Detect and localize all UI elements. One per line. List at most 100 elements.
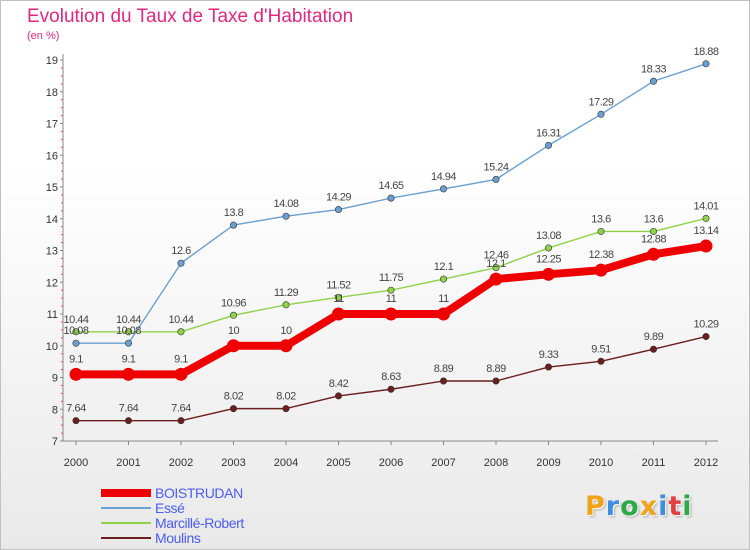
data-point — [544, 244, 552, 252]
data-point — [125, 328, 133, 336]
brand-letter: o — [620, 491, 640, 522]
chart-title: Evolution du Taux de Taxe d'Habitation — [27, 6, 354, 27]
data-point — [122, 367, 135, 381]
legend-label: BOISTRUDAN — [155, 484, 243, 501]
legend: BOISTRUDAN Essé Marcillé-Robert Moulins — [101, 484, 244, 546]
x-tick-label: 2000 — [64, 457, 88, 469]
data-point — [439, 275, 447, 283]
y-tick-label: 19 — [46, 55, 58, 67]
y-tick-label: 12 — [46, 277, 58, 289]
data-point — [334, 392, 342, 400]
legend-swatch — [101, 506, 151, 509]
data-point — [489, 272, 503, 286]
data-point — [387, 385, 395, 393]
y-tick-label: 14 — [46, 214, 58, 226]
y-tick-label: 11 — [47, 309, 58, 321]
y-tick-label: 16 — [46, 150, 58, 162]
data-label: 10.44 — [116, 314, 141, 326]
data-point — [649, 345, 657, 353]
data-label: 14.65 — [378, 180, 403, 192]
data-label: 10 — [280, 325, 292, 337]
data-point — [72, 417, 80, 425]
data-label: 10.08 — [116, 325, 141, 337]
data-point — [177, 259, 185, 267]
data-point — [282, 405, 290, 413]
data-label: 10.44 — [168, 314, 193, 326]
data-point — [125, 417, 133, 425]
legend-swatch — [101, 521, 151, 524]
data-label: 8.02 — [224, 391, 244, 403]
y-tick-label: 13 — [46, 246, 58, 258]
data-label: 12.38 — [588, 249, 613, 261]
data-point — [597, 357, 605, 365]
x-tick-label: 2008 — [484, 457, 508, 469]
brand-letter: i — [658, 491, 669, 522]
data-label: 14.94 — [431, 171, 456, 183]
data-point — [702, 214, 710, 222]
data-point — [174, 367, 188, 381]
data-point — [384, 307, 398, 321]
data-label: 12.25 — [536, 253, 561, 265]
data-point — [387, 194, 395, 202]
data-point — [230, 311, 238, 319]
data-point — [597, 110, 605, 118]
brand-letter: x — [639, 491, 659, 522]
x-tick-label: 2004 — [274, 457, 298, 469]
data-label: 13.08 — [536, 230, 561, 242]
legend-item: Essé — [101, 500, 244, 516]
data-point — [649, 77, 657, 85]
legend-item: Moulins — [101, 529, 244, 546]
y-tick-label: 17 — [46, 119, 58, 131]
brand-letter: P — [585, 491, 606, 522]
y-tick-label: 7 — [52, 436, 58, 448]
data-label: 14.01 — [693, 200, 718, 212]
data-label: 10.08 — [63, 325, 88, 337]
legend-swatch — [101, 488, 151, 497]
data-labels: 7.64 7.64 7.64 8.02 8.02 8.42 8.63 8.89 8.89 9.33… — [63, 46, 719, 415]
legend-label: Moulins — [155, 529, 201, 546]
data-label: 9.1 — [69, 353, 83, 365]
legend-item: BOISTRUDAN — [101, 484, 244, 501]
x-tick-label: 2011 — [642, 457, 666, 469]
data-label: 11.29 — [274, 287, 299, 299]
data-point — [230, 221, 238, 229]
x-tick-label: 2009 — [536, 457, 560, 469]
data-label: 16.31 — [536, 127, 561, 139]
data-label: 10.96 — [221, 297, 246, 309]
data-point — [72, 328, 80, 336]
data-point — [702, 333, 710, 341]
data-label: 10.29 — [693, 319, 718, 331]
legend-label: Marcillé-Robert — [155, 514, 244, 531]
data-point — [492, 264, 500, 272]
data-point — [647, 247, 660, 261]
axes: 7 8 9 10 11 12 13 14 15 16 17 18 19 2000 2001 2002 2003 2… — [46, 54, 718, 469]
data-point — [439, 185, 447, 193]
data-label: 12.46 — [483, 250, 508, 262]
data-label: 7.64 — [119, 403, 139, 415]
data-label: 13.8 — [224, 207, 244, 219]
data-point — [279, 339, 293, 353]
data-label: 9.89 — [644, 331, 664, 343]
data-label: 10 — [228, 325, 240, 337]
data-label: 11.75 — [379, 272, 404, 284]
data-point — [544, 363, 552, 371]
data-label: 7.64 — [171, 403, 191, 415]
data-point — [282, 212, 290, 220]
data-point — [177, 417, 185, 425]
data-point — [387, 286, 395, 294]
x-tick-label: 2012 — [694, 457, 718, 469]
data-point — [439, 377, 447, 385]
data-label: 18.33 — [641, 63, 666, 75]
data-point — [282, 301, 290, 309]
data-point — [227, 339, 240, 353]
data-label: 10.44 — [63, 314, 88, 326]
data-label: 8.89 — [434, 363, 454, 375]
data-label: 12.6 — [171, 245, 191, 257]
y-tick-label: 9 — [52, 373, 58, 385]
x-tick-label: 2006 — [379, 457, 403, 469]
brand-letter: r — [605, 491, 621, 522]
data-label: 17.29 — [588, 96, 613, 108]
y-tick-label: 8 — [52, 404, 58, 416]
data-label: 11.52 — [326, 279, 351, 291]
